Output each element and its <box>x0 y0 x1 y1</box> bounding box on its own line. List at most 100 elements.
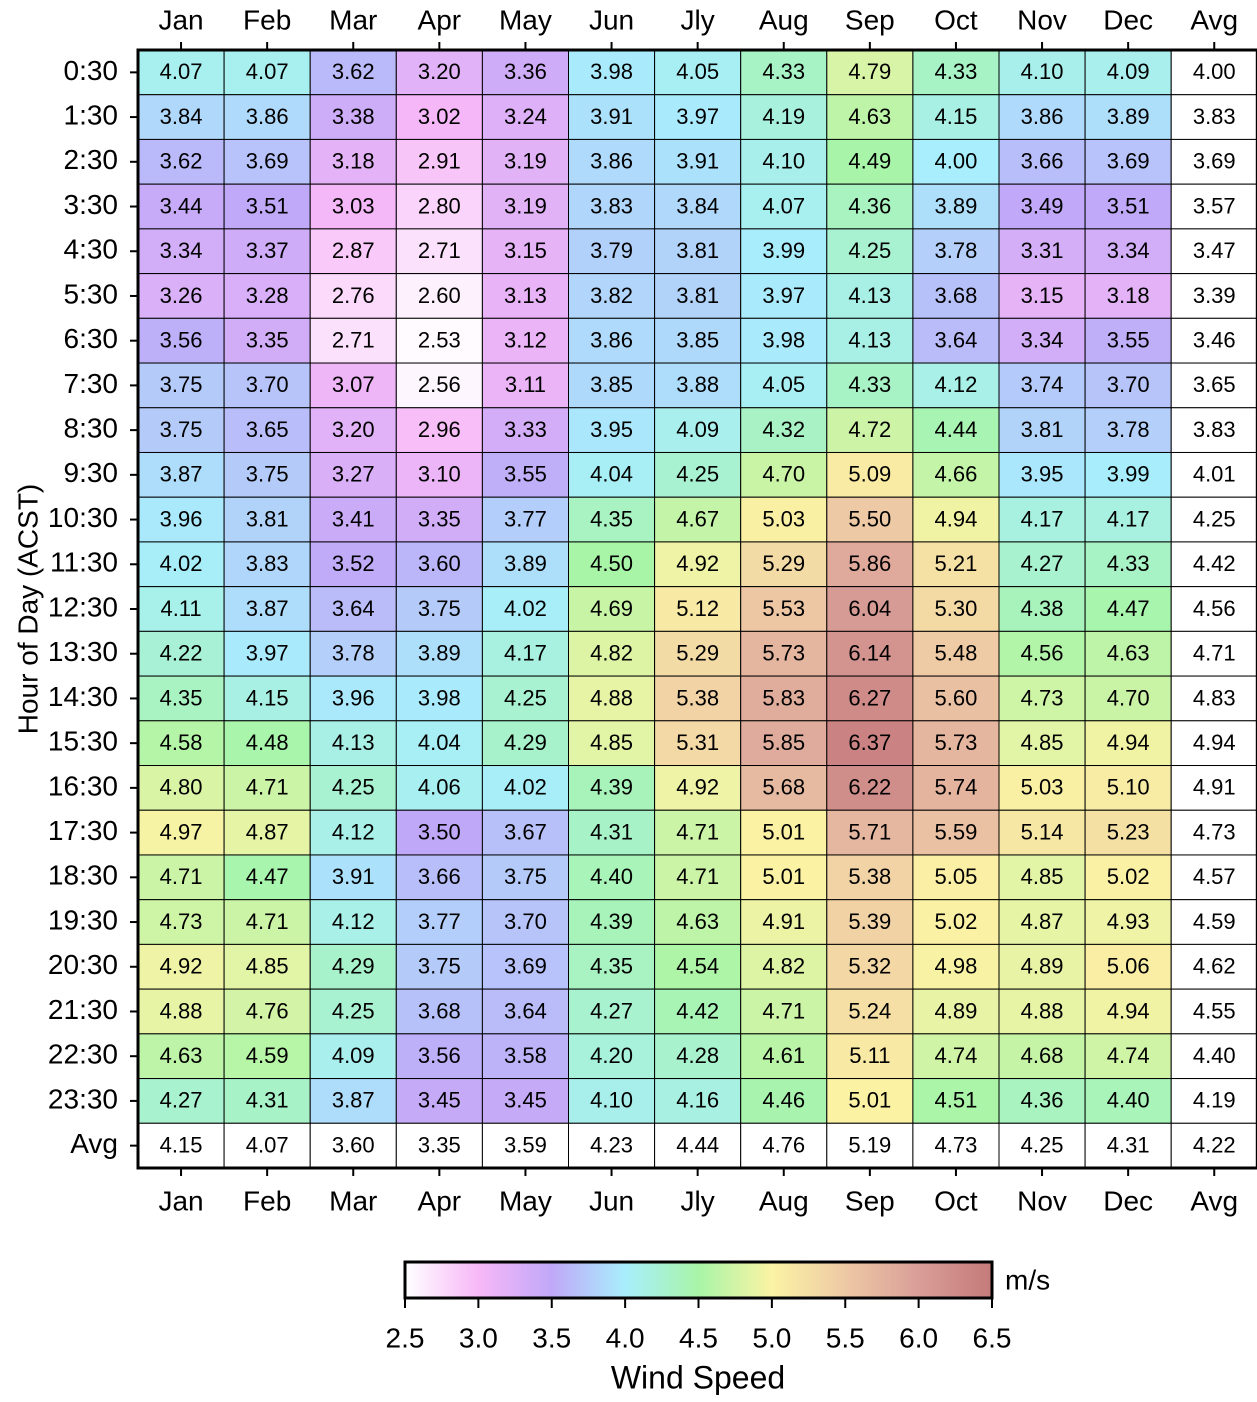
cell-label: 4.71 <box>762 998 805 1023</box>
cell <box>1084 49 1172 96</box>
cell <box>1084 1033 1172 1080</box>
cell-label: 3.33 <box>504 417 547 442</box>
cell <box>740 765 828 811</box>
cell-label: 4.35 <box>590 954 633 979</box>
cell <box>1084 988 1172 1035</box>
cell-label: 3.65 <box>1193 372 1236 397</box>
x-tick-label-top: Jan <box>158 4 203 35</box>
cell <box>568 94 656 140</box>
y-tick-label: 12:30 <box>48 591 118 622</box>
cell <box>912 362 1000 409</box>
cell-label: 4.15 <box>935 104 978 129</box>
x-tick-label: Aug <box>759 1185 809 1216</box>
cell <box>395 1078 483 1124</box>
cell <box>309 586 397 632</box>
cell <box>395 630 483 677</box>
cell <box>395 943 483 990</box>
cell-label: 5.73 <box>935 730 978 755</box>
cell <box>568 809 656 856</box>
cell-label: 3.49 <box>1021 193 1064 218</box>
cell <box>1170 943 1257 990</box>
cell <box>740 586 828 632</box>
y-tick-label: 16:30 <box>48 770 118 801</box>
cell <box>223 94 311 140</box>
cell <box>481 1033 569 1080</box>
cell-label: 3.03 <box>332 193 375 218</box>
cell <box>740 630 828 677</box>
cell-label: 4.68 <box>1021 1043 1064 1068</box>
cell-label: 3.98 <box>590 59 633 84</box>
y-tick-label: 4:30 <box>64 234 119 265</box>
cell-label: 3.10 <box>418 462 461 487</box>
cell-label: 4.74 <box>1107 1043 1150 1068</box>
cell <box>481 541 569 588</box>
colorbar-tick-label: 5.5 <box>826 1322 865 1353</box>
cell <box>309 899 397 945</box>
y-tick-label: 7:30 <box>64 368 119 399</box>
cell <box>826 138 914 185</box>
cell-label: 5.83 <box>762 685 805 710</box>
cell <box>1084 317 1172 364</box>
cell-label: 4.31 <box>1107 1132 1150 1157</box>
cell-label: 3.83 <box>1193 104 1236 129</box>
cell-label: 4.10 <box>762 149 805 174</box>
cell-label: 4.19 <box>762 104 805 129</box>
cell <box>137 988 225 1035</box>
cell-label: 3.55 <box>504 462 547 487</box>
cell-label: 5.06 <box>1107 954 1150 979</box>
cell-label: 4.74 <box>935 1043 978 1068</box>
cell <box>826 675 914 722</box>
cell-label: 4.20 <box>590 1043 633 1068</box>
cell-label: 4.51 <box>935 1088 978 1113</box>
cell-label: 3.98 <box>762 327 805 352</box>
cell-label: 3.75 <box>160 417 203 442</box>
cell <box>223 362 311 409</box>
cell <box>998 720 1086 767</box>
cell-label: 4.66 <box>935 462 978 487</box>
cell-label: 2.60 <box>418 283 461 308</box>
cell-label: 4.55 <box>1193 998 1236 1023</box>
cell-label: 3.86 <box>590 327 633 352</box>
cell <box>998 273 1086 319</box>
cell-label: 3.38 <box>332 104 375 129</box>
cell <box>912 541 1000 588</box>
cell-label: 3.26 <box>160 283 203 308</box>
cell <box>568 765 656 811</box>
cell-label: 3.50 <box>418 819 461 844</box>
cell-label: 3.11 <box>505 372 546 397</box>
cell-label: 5.23 <box>1107 819 1150 844</box>
cell <box>1084 765 1172 811</box>
cell-label: 4.85 <box>246 954 289 979</box>
x-tick-label-top: Nov <box>1017 4 1067 35</box>
cell-label: 4.67 <box>676 506 719 531</box>
cell-label: 4.82 <box>762 954 805 979</box>
x-tick-label: May <box>499 1185 552 1216</box>
cell-label: 3.31 <box>1021 238 1064 263</box>
cell-label: 4.61 <box>762 1043 805 1068</box>
cell <box>740 809 828 856</box>
cell <box>223 317 311 364</box>
cell-label: 3.83 <box>590 193 633 218</box>
cell <box>912 138 1000 185</box>
cell-label: 3.59 <box>504 1132 547 1157</box>
cell-label: 3.86 <box>1021 104 1064 129</box>
cell-label: 4.25 <box>1193 506 1236 531</box>
cell-label: 4.10 <box>590 1088 633 1113</box>
cell-label: 4.15 <box>246 685 289 710</box>
cell-label: 6.37 <box>848 730 891 755</box>
cell-label: 4.82 <box>590 641 633 666</box>
cell-label: 4.25 <box>1021 1132 1064 1157</box>
cell-label: 4.42 <box>676 998 719 1023</box>
cell <box>309 809 397 856</box>
cell <box>998 362 1086 409</box>
cell-label: 5.60 <box>935 685 978 710</box>
cell-label: 4.80 <box>160 775 203 800</box>
cell <box>740 362 828 409</box>
cell-label: 5.50 <box>848 506 891 531</box>
cell-label: 4.91 <box>762 909 805 934</box>
cell <box>1084 854 1172 901</box>
cell-label: 4.13 <box>332 730 375 755</box>
cell-label: 4.69 <box>590 596 633 621</box>
cell <box>137 541 225 588</box>
